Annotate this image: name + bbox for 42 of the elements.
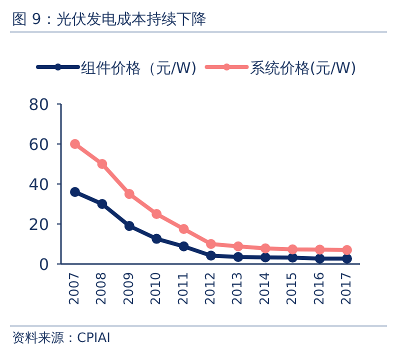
y-tick-label: 20: [28, 215, 49, 234]
x-tick-label: 2009: [122, 272, 137, 306]
point: [152, 234, 162, 244]
legend-label: 组件价格（元/W): [81, 59, 197, 77]
point: [260, 243, 270, 254]
x-tick-label: 2016: [312, 272, 328, 306]
x-tick-label: 2011: [176, 272, 192, 306]
legend-label: 系统价格(元/W): [250, 59, 356, 77]
point: [70, 139, 80, 149]
y-tick-label: 80: [28, 95, 49, 114]
y-tick-label: 60: [28, 135, 49, 154]
point: [233, 241, 244, 252]
point: [97, 199, 108, 209]
x-tick-label: 2017: [340, 272, 354, 306]
point: [206, 239, 216, 249]
point: [70, 187, 80, 197]
point: [342, 254, 352, 264]
x-tick-label: 2007: [68, 272, 82, 306]
point: [124, 221, 134, 231]
title: 图 9：光伏发电成本持续下降: [12, 10, 206, 28]
point: [178, 224, 189, 234]
point: [342, 245, 352, 255]
x-tick-label: 2008: [94, 272, 110, 306]
x-tick-label: 2012: [204, 272, 218, 306]
point: [178, 241, 189, 252]
text: 资料来源：CPIAI: [12, 331, 110, 346]
point: [314, 254, 325, 264]
y-tick-label: 40: [28, 175, 49, 194]
point: [152, 209, 162, 219]
x-tick-label: 2013: [230, 272, 246, 306]
point: [97, 159, 108, 169]
y-tick-label: 0: [38, 255, 49, 274]
x-tick-label: 2010: [149, 272, 164, 306]
point: [288, 244, 298, 254]
point: [233, 252, 244, 262]
point: [206, 250, 216, 261]
x-tick-label: 2015: [285, 272, 300, 306]
point: [260, 252, 270, 262]
x-tick-label: 2014: [258, 272, 273, 306]
point: [314, 244, 325, 255]
point: [124, 189, 134, 199]
point: [288, 252, 298, 263]
